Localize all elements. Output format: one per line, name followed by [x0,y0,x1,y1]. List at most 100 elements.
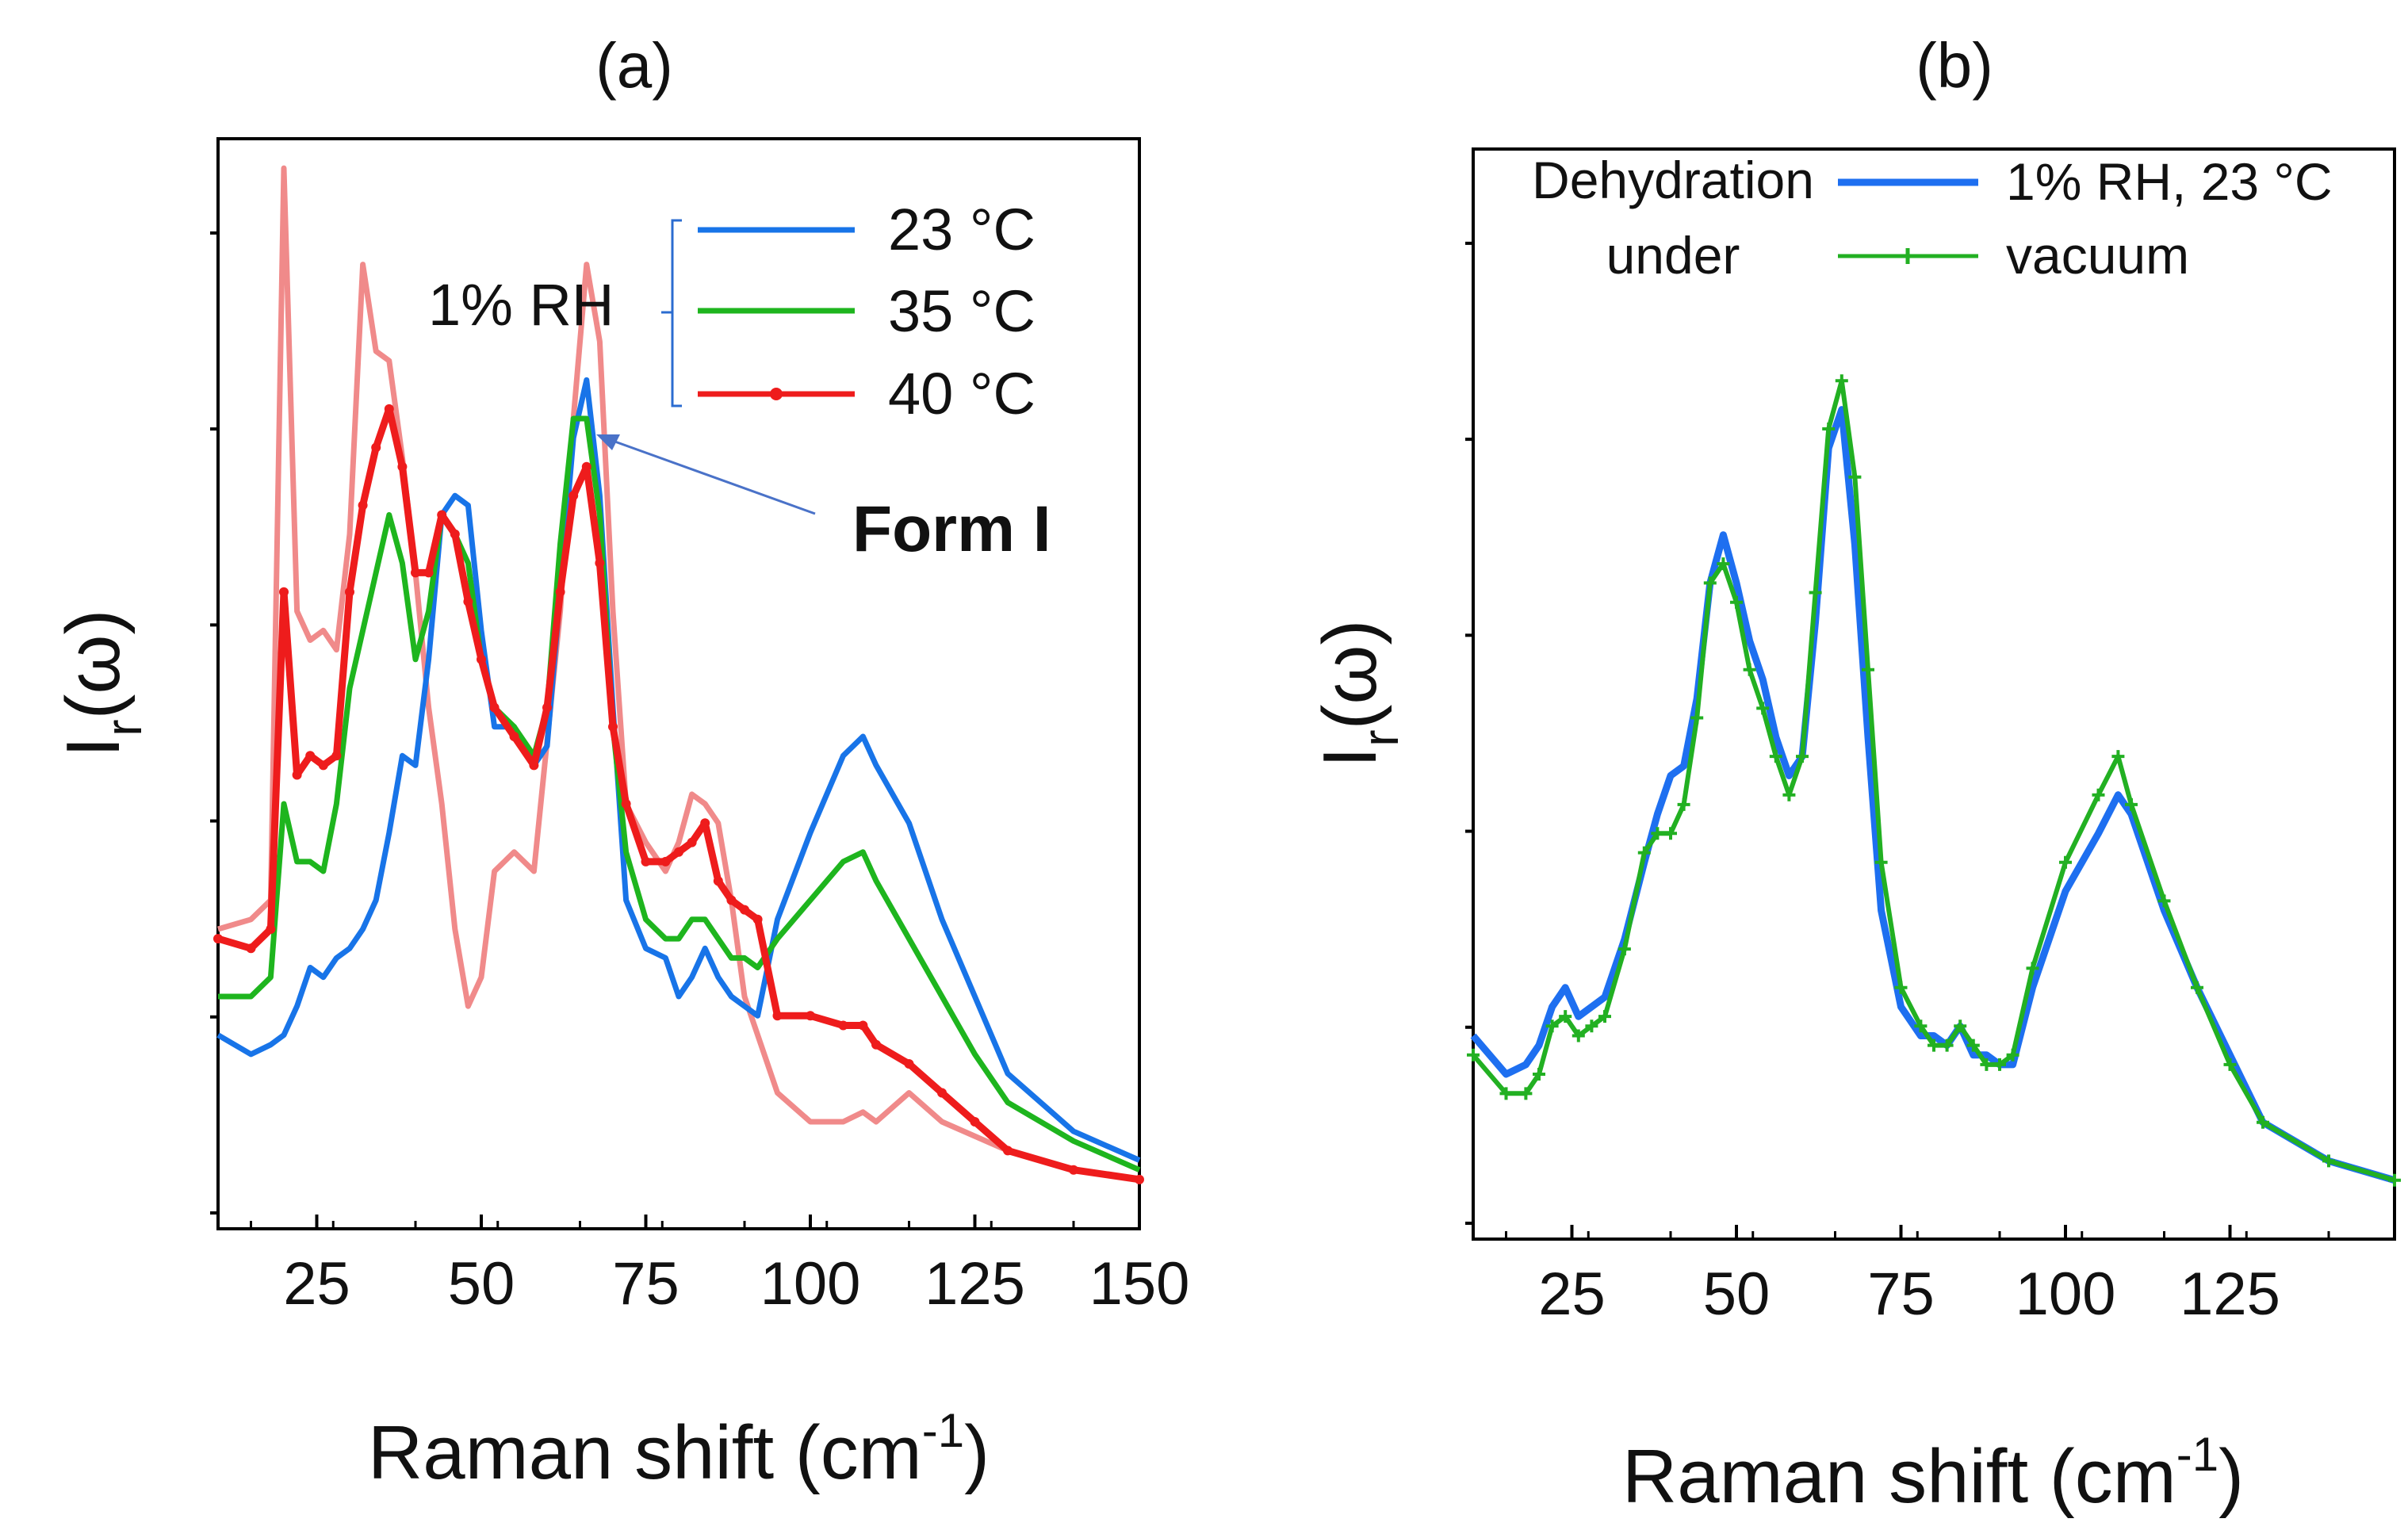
series-line-35-c [218,415,1141,1172]
panel-a-y-axis-title: Ir(ω) [51,610,152,758]
series-point [246,943,256,954]
series-point [1894,981,1908,994]
series-point [2125,798,2138,811]
series-point [1519,1087,1533,1100]
series-point [970,1116,980,1127]
legend-label-vacuum: vacuum [2006,226,2189,285]
series-point [904,1059,914,1069]
series-point [1559,1010,1572,1023]
x-tick-label: 125 [925,1250,1025,1318]
x-tick-label: 75 [1867,1260,1935,1328]
panel-a-frame [216,137,1141,1230]
series-point [1862,663,1874,676]
series-point [529,760,539,771]
legend-marker-vacuum [1900,248,1916,264]
series-point [542,702,552,713]
series-point [1467,1048,1480,1062]
series-point [2092,788,2105,801]
series-point [581,461,591,472]
series-point [1617,943,1631,956]
series-point [358,500,368,511]
series-point [752,914,763,924]
series-point [569,491,579,501]
x-tick-label: 75 [612,1250,680,1318]
series-point [871,1039,881,1050]
series-point [608,721,618,732]
series-point [1135,1174,1144,1184]
panel-a-x-axis-title: Raman shift (cm-1) [368,1404,990,1495]
series-point [2223,1058,2237,1071]
series-line-vacuum [1471,378,2395,1183]
series-point [1848,470,1862,484]
series-point [411,568,420,578]
series-point [1874,855,1888,869]
x-tick-label: 50 [1703,1260,1771,1328]
panel-b-y-ticks [1465,241,1475,1225]
series-point [2006,1048,2019,1062]
series-point [1954,1019,1967,1033]
legend-label-1rh-23c: 1% RH, 23 °C [2006,152,2333,211]
series-point [1585,1019,1598,1033]
series-point [641,856,651,866]
panel-a-legend: 1% RH 23 °C 35 °C 40 °C [428,197,1036,427]
series-point [1756,702,1770,715]
series-point [305,751,316,761]
x-tick-label: 50 [448,1250,515,1318]
series-point [1730,595,1743,609]
series-point [1003,1146,1013,1156]
legend-b-text-line-2: under [1606,226,1740,285]
series-point [1533,1068,1545,1081]
legend-group-label: 1% RH [428,272,614,338]
x-tick-label: 100 [2016,1260,2116,1328]
series-point [1809,586,1822,599]
series-point [1677,798,1690,811]
series-point [1966,1039,1980,1052]
series-point [397,461,408,472]
panel-b-x-ticks: 25 50 75 100 125 [1505,1225,2330,1328]
series-point [806,1011,815,1021]
series-point [2191,981,2203,994]
series-point [713,876,723,886]
series-point [772,1011,783,1021]
panel-a-x-ticks: 25 50 75 100 125 150 [250,1215,1190,1318]
series-point [674,847,683,857]
series-point [318,760,328,771]
series-point [437,510,447,520]
series-point [687,837,697,847]
series-point [1822,423,1836,435]
series-point [345,587,354,597]
series-point [1069,1165,1078,1175]
series-point [463,596,473,606]
form-i-arrow [610,438,816,515]
series-point [1796,750,1809,763]
panel-b-x-axis-title: Raman shift (cm-1) [1622,1428,2244,1519]
series-point [740,905,749,915]
series-point [450,529,460,539]
series-point [838,1020,848,1031]
series-point [621,799,631,809]
series-point [2059,855,2072,869]
series-point [1928,1039,1940,1052]
series-point [2388,1173,2401,1187]
panel-a: (a) 25 50 75 100 125 150 Raman shift (cm-1) I… [51,30,1189,1495]
x-tick-label: 25 [1538,1260,1606,1328]
x-tick-label: 25 [283,1250,350,1318]
series-point [213,934,223,944]
series-point [423,568,434,578]
legend-b-text-line-1: Dehydration [1532,151,1814,209]
panel-b-frame [1472,147,2396,1241]
x-tick-label: 150 [1089,1250,1190,1318]
series-point [1572,1029,1585,1042]
panel-b-legend: Dehydration under 1% RH, 23 °C vacuum [1532,151,2332,285]
series-point [477,654,486,664]
form-i-annotation: Form I [596,434,1051,565]
series-point [331,751,342,761]
series-point [1993,1058,2006,1071]
series-point [1782,788,1796,801]
legend-label-40c: 40 °C [888,361,1036,427]
series-point [1651,827,1664,840]
form-i-label: Form I [852,493,1051,565]
series-point [509,731,519,741]
series-point [1940,1039,1954,1052]
series-point [1914,1019,1928,1033]
